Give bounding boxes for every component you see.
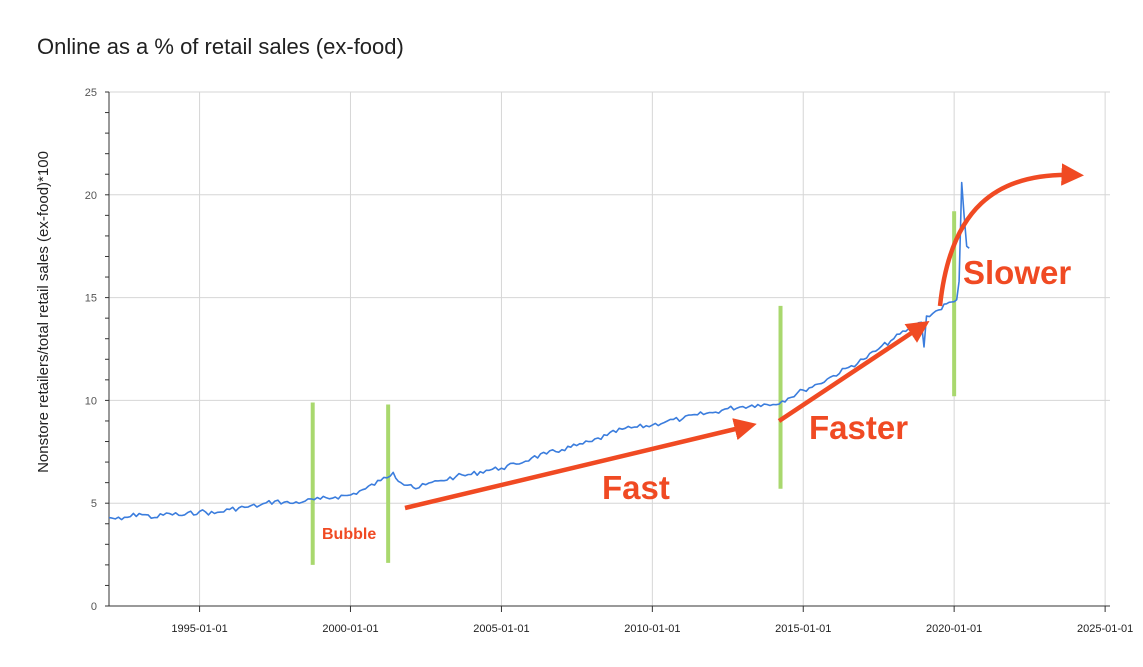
grid-layer [109,91,1110,607]
annotation-faster: Faster [809,409,908,446]
annotation-slower: Slower [963,254,1071,291]
annotation-bubble: Bubble [322,526,376,543]
x-tick-label: 2005-01-01 [473,623,529,635]
x-tick-label: 2020-01-01 [926,623,982,635]
chart-title: Online as a % of retail sales (ex-food) [37,34,404,59]
y-axis-label: Nonstore retailers/total retail sales (e… [35,151,52,473]
y-tick-label: 25 [85,87,97,99]
axes-layer: 0 5 10 15 20 25 1995-01-01 2000-01-01 2005-01-01… [85,87,1134,635]
phase-markers [310,211,957,565]
trend-arrows [404,163,1084,511]
fast-arrow [404,418,757,511]
x-tick-label: 2015-01-01 [775,623,831,635]
y-tick-label: 0 [91,601,97,613]
y-tick-label: 10 [85,395,97,407]
series-layer [108,181,970,521]
y-tick-label: 5 [91,498,97,510]
x-tick-label: 2010-01-01 [624,623,680,635]
x-tick-label: 2025-01-01 [1077,623,1133,635]
slower-arrow [937,163,1084,307]
annotation-fast: Fast [602,469,670,506]
annotation-layer: Bubble Fast Faster Slower [322,254,1071,543]
y-tick-label: 20 [85,190,97,202]
x-tick-label: 1995-01-01 [171,623,227,635]
faster-arrow [777,321,930,423]
y-tick-label: 15 [85,293,97,305]
series-line [108,181,970,521]
x-tick-label: 2000-01-01 [322,623,378,635]
